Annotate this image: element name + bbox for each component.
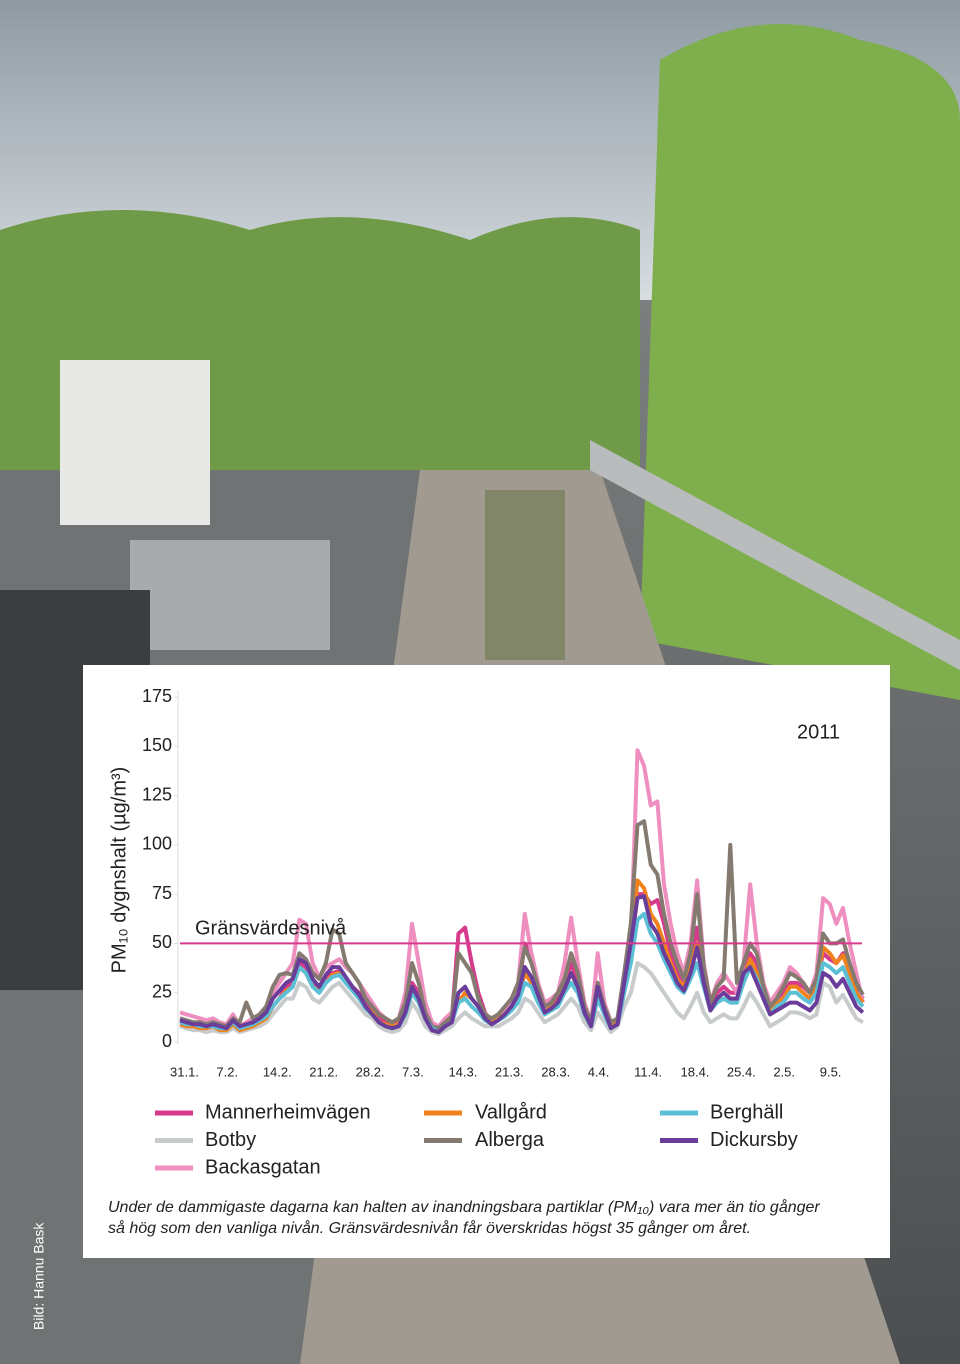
x-tick-label: 4.4. — [588, 1064, 610, 1079]
x-tick-label: 14.2. — [263, 1064, 292, 1079]
photo-credit: Bild: Hannu Bask — [31, 1222, 47, 1330]
threshold-label: Gränsvärdesnivå — [195, 918, 347, 940]
x-tick-label: 9.5. — [820, 1064, 842, 1079]
x-tick-label: 11.4. — [634, 1064, 662, 1079]
caption-line: Under de dammigaste dagarna kan halten a… — [108, 1198, 820, 1216]
y-tick-label: 75 — [152, 883, 172, 903]
y-tick-label: 100 — [142, 834, 172, 854]
x-tick-label: 2.5. — [773, 1064, 795, 1079]
series-line — [179, 748, 865, 1029]
year-annotation: 2011 — [797, 721, 840, 743]
legend-label: Dickursby — [710, 1129, 798, 1151]
x-tick-label: 14.3. — [448, 1064, 477, 1079]
series-line — [179, 894, 865, 1035]
legend-label: Botby — [205, 1129, 256, 1151]
series-line — [179, 961, 864, 1037]
x-tick-label: 18.4. — [681, 1064, 710, 1079]
y-tick-label: 50 — [152, 932, 172, 952]
y-tick-label: 175 — [142, 686, 172, 706]
x-tick-label: 7.2. — [216, 1064, 238, 1079]
legend-label: Vallgård — [475, 1101, 547, 1123]
x-tick-label: 28.2. — [356, 1064, 385, 1079]
y-tick-label: 25 — [152, 981, 172, 1001]
y-tick-label: 150 — [142, 735, 172, 755]
x-tick-label: 28.3. — [541, 1064, 570, 1079]
x-tick-label: 7.3. — [402, 1064, 424, 1079]
y-tick-label: 0 — [162, 1031, 172, 1051]
legend-label: Alberga — [475, 1129, 545, 1151]
legend-label: Mannerheimvägen — [205, 1101, 371, 1123]
x-tick-label: 21.2. — [309, 1064, 338, 1079]
x-tick-label: 31.1. — [170, 1064, 199, 1079]
legend-label: Backasgatan — [205, 1156, 321, 1178]
x-tick-label: 25.4. — [727, 1064, 756, 1079]
legend-label: Berghäll — [710, 1101, 783, 1123]
caption-line: så hög som den vanliga nivån. Gränsvärde… — [108, 1219, 751, 1237]
y-tick-label: 125 — [142, 784, 172, 804]
y-axis-title: PM₁₀ dygnshalt (µg/m³) — [108, 767, 130, 974]
x-tick-label: 21.3. — [495, 1064, 524, 1079]
